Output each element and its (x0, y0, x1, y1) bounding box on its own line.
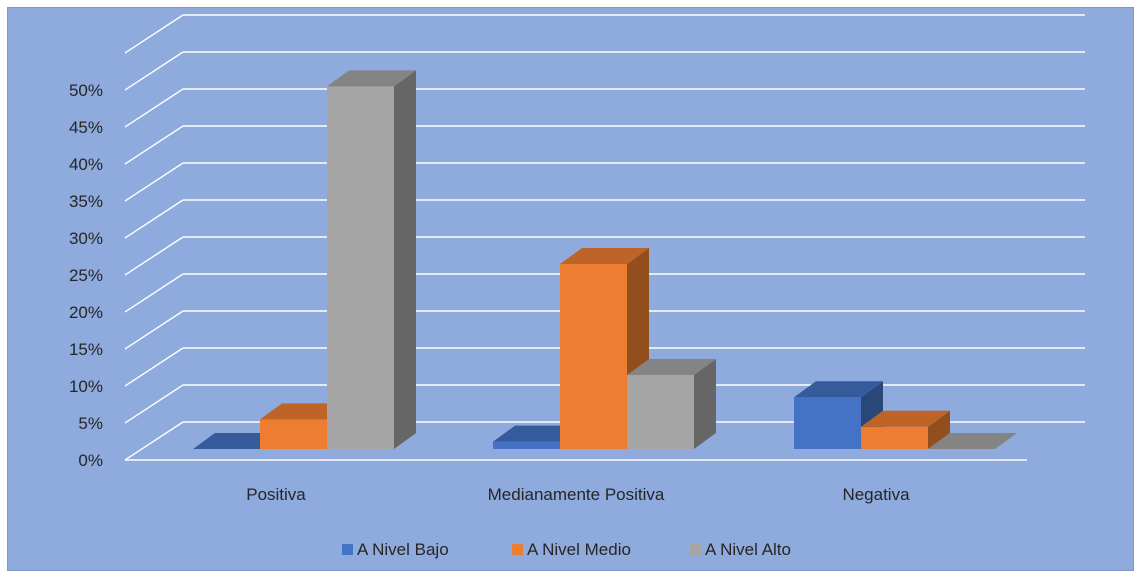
y-tick-label: 40% (69, 155, 103, 174)
bar-a-nivel-alto-medianamente-positiva (627, 359, 716, 449)
gridline-diagonal (124, 347, 184, 387)
bar-top (560, 248, 649, 264)
bar-front (861, 426, 928, 449)
bar-top (193, 433, 282, 449)
bar-a-nivel-medio-negativa (861, 410, 950, 449)
gridline-diagonal (124, 199, 184, 239)
gridline-diagonal (124, 51, 184, 91)
bar-top (627, 359, 716, 375)
y-tick-label: 5% (78, 414, 103, 433)
bar-front (493, 441, 560, 449)
legend-label: A Nivel Alto (705, 540, 791, 559)
bar-side (694, 359, 716, 449)
gridline-diagonal (124, 421, 184, 461)
bar-side (394, 70, 416, 450)
y-tick-label: 10% (69, 377, 103, 396)
gridline-diagonal (124, 310, 184, 350)
bar-top (260, 403, 349, 420)
gridline-diagonal (124, 273, 184, 313)
legend-swatch (690, 544, 701, 555)
legend-swatch (512, 544, 523, 555)
bar-front (260, 419, 327, 449)
bars (193, 70, 1017, 450)
gridline-diagonal (124, 384, 184, 424)
gridline-diagonal (124, 125, 184, 165)
y-tick-label: 15% (69, 340, 103, 359)
bar-top (794, 381, 883, 398)
y-tick-label: 35% (69, 192, 103, 211)
bar-top (861, 410, 950, 427)
bar-top (493, 425, 582, 442)
legend: A Nivel Bajo A Nivel Medio A Nivel Alto (342, 540, 791, 559)
category-label: Positiva (246, 485, 306, 504)
legend-swatch (342, 544, 353, 555)
y-tick-label: 30% (69, 229, 103, 248)
legend-item: A Nivel Bajo (342, 540, 449, 559)
y-axis-ticks: 0% 5% 10% 15% 20% 25% 30% 35% 40% 45% 50% (69, 81, 103, 470)
bar-front (794, 397, 861, 449)
y-tick-label: 45% (69, 118, 103, 137)
legend-item: A Nivel Alto (690, 540, 791, 559)
category-labels: Positiva Medianamente Positiva Negativa (246, 485, 910, 504)
gridline-diagonal (124, 88, 184, 128)
category-label: Negativa (842, 485, 910, 504)
bar-front (560, 264, 627, 449)
bar-top (928, 433, 1017, 449)
bar-a-nivel-bajo-positiva (193, 433, 282, 449)
category-label: Medianamente Positiva (488, 485, 665, 504)
gridline-diagonal (124, 14, 184, 54)
y-tick-label: 20% (69, 303, 103, 322)
legend-label: A Nivel Medio (527, 540, 631, 559)
bar-a-nivel-alto-positiva (327, 70, 416, 450)
y-tick-label: 25% (69, 266, 103, 285)
legend-item: A Nivel Medio (512, 540, 631, 559)
gridline-diagonal (124, 236, 184, 276)
bar-side (928, 410, 950, 449)
y-tick-label: 0% (78, 451, 103, 470)
legend-label: A Nivel Bajo (357, 540, 449, 559)
bar-top (327, 70, 416, 87)
bar-front (327, 86, 394, 450)
y-tick-label: 50% (69, 81, 103, 100)
bar-front (627, 375, 694, 449)
gridline-diagonal (124, 162, 184, 202)
bar-a-nivel-alto-negativa (928, 433, 1017, 449)
